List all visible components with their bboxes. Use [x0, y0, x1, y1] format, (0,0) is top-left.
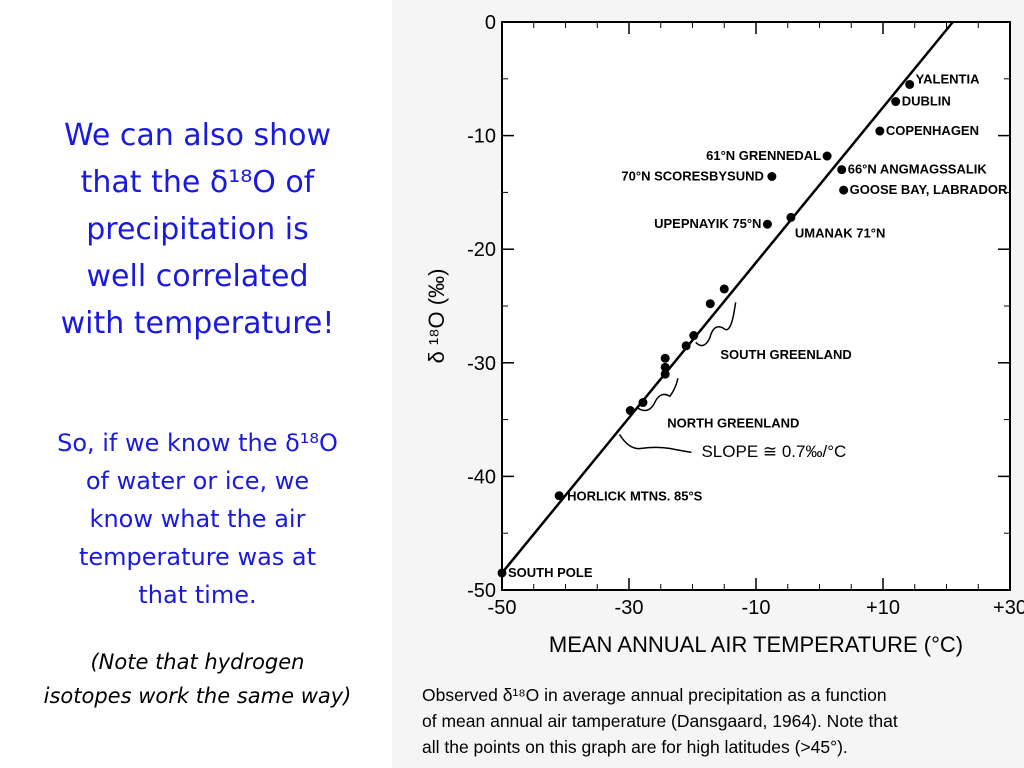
south-greenland-label: SOUTH GREENLAND — [720, 347, 851, 362]
data-point — [891, 97, 901, 107]
subtext-line: know what the air — [89, 505, 306, 533]
data-point — [554, 491, 564, 501]
data-point — [660, 362, 670, 372]
subtext-line: that time. — [138, 581, 257, 609]
data-point — [822, 151, 832, 161]
point-label: UPEPNAYIK 75°N — [654, 216, 761, 231]
subtext: So, if we know the δ¹⁸O of water or ice,… — [0, 424, 395, 614]
data-point — [625, 406, 635, 416]
headline-line: that the δ¹⁸O of — [80, 165, 315, 200]
headline-line: We can also show — [63, 118, 332, 153]
point-label: GOOSE BAY, LABRADOR — [850, 182, 1008, 197]
x-tick-label: -30 — [615, 597, 644, 619]
point-label: SOUTH POLE — [508, 565, 593, 580]
caption-line: all the points on this graph are for hig… — [422, 737, 848, 757]
x-tick-label: -10 — [742, 597, 771, 619]
data-point — [705, 299, 715, 309]
slope-annotation: SLOPE ≅ 0.7‰/°C — [701, 442, 846, 461]
subtext-line: of water or ice, we — [85, 467, 310, 495]
y-tick-label: -20 — [467, 239, 496, 261]
south-greenland-brace — [695, 302, 737, 347]
y-tick-label: -40 — [467, 466, 496, 488]
figure-caption: Observed δ¹⁸O in average annual precipit… — [422, 682, 1022, 760]
data-point — [837, 165, 847, 175]
y-tick-label: -10 — [467, 126, 496, 148]
data-point — [839, 185, 849, 195]
data-point — [762, 219, 772, 229]
headline-line: precipitation is — [86, 212, 309, 247]
scatter-chart: -50 -30 -10 +10 +30 0 -10 -20 -30 -40 -50 MEAN ANNU… — [424, 12, 1024, 657]
data-point — [497, 568, 507, 578]
y-tick-label: 0 — [485, 12, 496, 34]
data-point — [875, 126, 885, 136]
point-label: DUBLIN — [902, 94, 951, 109]
x-tick-label: -50 — [488, 597, 517, 619]
headline-line: well correlated — [86, 259, 309, 294]
data-point — [689, 331, 699, 341]
y-tick-label: -30 — [467, 353, 496, 375]
data-point — [638, 398, 648, 408]
point-label: YALENTIA — [916, 71, 980, 86]
data-point — [660, 353, 670, 363]
point-label: 70°N SCORESBYSUND — [621, 168, 763, 183]
north-greenland-label: NORTH GREENLAND — [667, 416, 799, 431]
note-line: (Note that hydrogen — [90, 650, 305, 674]
x-tick-label: +10 — [866, 597, 900, 619]
x-axis-label: MEAN ANNUAL AIR TEMPERATURE (°C) — [549, 632, 963, 657]
data-point — [767, 171, 777, 181]
data-point — [905, 79, 915, 89]
north-greenland-brace — [637, 378, 679, 412]
caption-line: of mean annual air tamperature (Dansgaar… — [422, 711, 898, 731]
plot-frame — [501, 21, 1011, 591]
caption-line: Observed δ¹⁸O in average annual precipit… — [422, 685, 887, 705]
point-label: 66°N ANGMAGSSALIK — [848, 162, 988, 177]
subtext-line: So, if we know the δ¹⁸O — [57, 429, 338, 457]
y-axis-label: δ ¹⁸O (‰) — [424, 269, 449, 364]
data-point — [660, 369, 670, 379]
headline: We can also show that the δ¹⁸O of precip… — [0, 112, 395, 347]
note-line: isotopes work the same way) — [43, 684, 352, 708]
point-label: UMANAK 71°N — [795, 225, 885, 240]
headline-line: with temperature! — [60, 306, 335, 341]
regression-line — [501, 21, 954, 574]
data-point — [719, 284, 729, 294]
note: (Note that hydrogen isotopes work the sa… — [0, 645, 395, 713]
y-tick-label: -50 — [467, 580, 496, 602]
data-point — [786, 212, 796, 222]
data-point — [681, 341, 691, 351]
point-label: COPENHAGEN — [886, 123, 979, 138]
x-tick-label: +30 — [993, 597, 1024, 619]
point-label: 61°N GRENNEDAL — [706, 148, 821, 163]
point-label: HORLICK MTNS. 85°S — [567, 489, 703, 504]
subtext-line: temperature was at — [78, 543, 317, 571]
slope-pointer — [618, 433, 692, 454]
